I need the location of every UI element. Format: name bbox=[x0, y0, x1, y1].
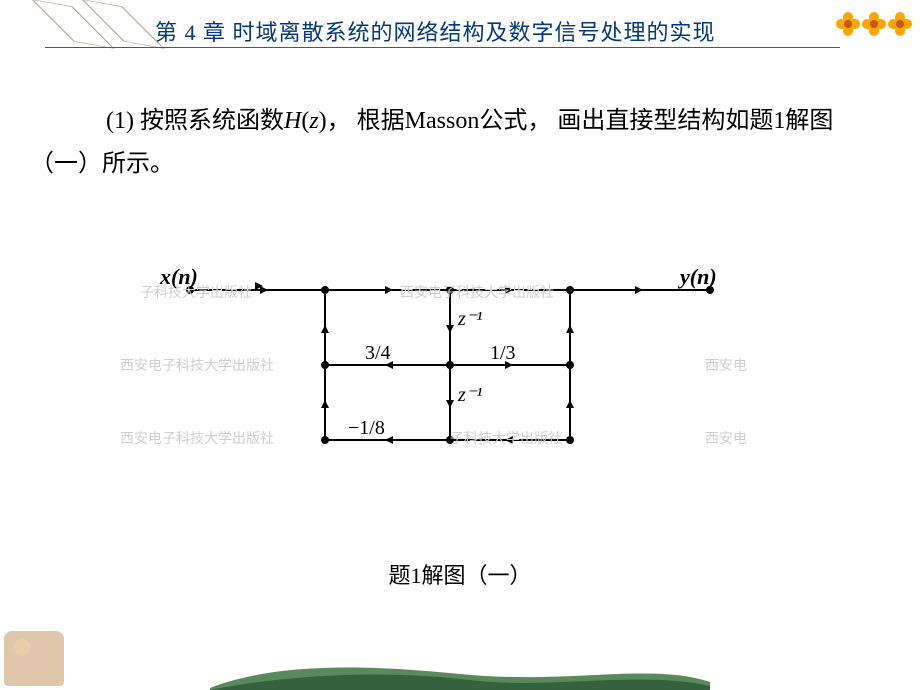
slide-header: 第 4 章 时域离散系统的网络结构及数字信号处理的实现 bbox=[0, 0, 920, 55]
diagram-svg bbox=[150, 250, 770, 500]
problem-statement: (1) 按照系统函数H(z)， 根据Masson公式， 画出直接型结构如题1解图… bbox=[30, 100, 890, 186]
input-label: x(n) bbox=[160, 264, 198, 290]
flower-icon bbox=[862, 12, 886, 36]
text-part: (1) 按照系统函数 bbox=[106, 108, 284, 134]
header-diamond-decor bbox=[45, 8, 165, 38]
chapter-title: 第 4 章 时域离散系统的网络结构及数字信号处理的实现 bbox=[155, 15, 716, 47]
text-part: ， 根据 bbox=[327, 108, 405, 134]
green-banner-decor bbox=[210, 660, 710, 690]
flower-icon bbox=[836, 12, 860, 36]
signal-flow-diagram: 子科技大学出版社 西安电子科技大学出版社 西安电子科技大学出版社 西安电 西安电… bbox=[150, 250, 770, 500]
output-label: y(n) bbox=[680, 264, 717, 290]
var-z: z bbox=[309, 108, 318, 134]
corner-figure-decor bbox=[4, 631, 64, 686]
coef-a1: 3/4 bbox=[365, 342, 391, 365]
masson-text: Masson bbox=[405, 108, 480, 134]
coef-a2: −1/8 bbox=[348, 417, 385, 440]
var-H: H bbox=[284, 108, 301, 134]
flower-decor-group bbox=[836, 12, 912, 36]
header-underline bbox=[45, 47, 840, 48]
figure-caption: 题1解图（一） bbox=[0, 558, 920, 590]
delay-label-2: z⁻¹ bbox=[458, 382, 482, 407]
flower-icon bbox=[888, 12, 912, 36]
coef-b1: 1/3 bbox=[490, 342, 516, 365]
paren-close: ) bbox=[319, 108, 327, 134]
delay-label-1: z⁻¹ bbox=[458, 306, 482, 331]
